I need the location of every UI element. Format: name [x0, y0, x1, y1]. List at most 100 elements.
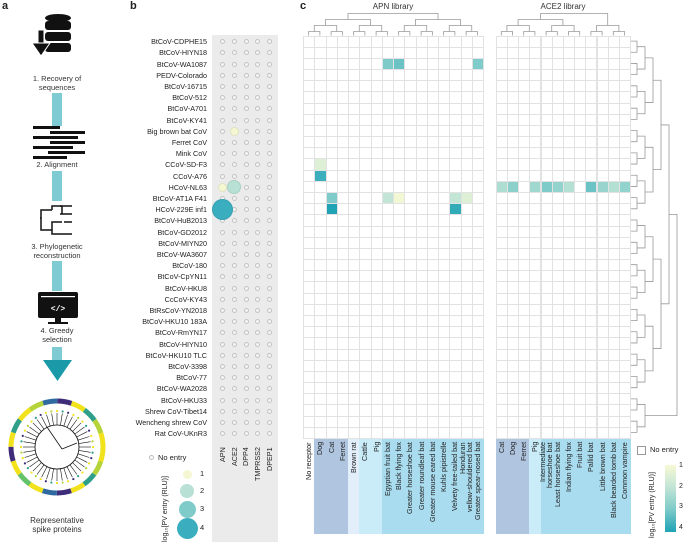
- column-label: Greater spear-nosed bat: [472, 441, 482, 521]
- column-label: Velvety free-tailed bat: [450, 441, 460, 512]
- column-label: Common vampire: [619, 441, 629, 499]
- no-entry-dot: [266, 140, 272, 145]
- row-dendrogram-branch: [637, 404, 646, 428]
- row-dendrogram-branch: [645, 325, 654, 372]
- virus-label: Shrew CoV-Tibet14: [144, 406, 207, 416]
- no-entry-dot: [255, 341, 261, 347]
- no-entry-dot: [255, 229, 261, 235]
- entry-dot: [218, 182, 228, 192]
- no-entry-dot: [266, 84, 272, 89]
- no-entry-dot: [266, 240, 272, 246]
- column-dendrogram-branch: [448, 25, 473, 32]
- no-entry-dot: [255, 184, 261, 190]
- no-entry-dot: [255, 252, 261, 257]
- virus-label: BtCoV-HKU33: [161, 395, 207, 405]
- no-entry-dot: [266, 72, 272, 78]
- column-label: Indian flying fox: [563, 441, 573, 492]
- no-entry-dot: [220, 285, 226, 291]
- colorbar-tick-label: 1: [679, 462, 683, 469]
- no-entry-dot: [231, 196, 237, 201]
- row-dendrogram-branch: [631, 85, 638, 98]
- virus-label: BtCoV-CpYN11: [157, 272, 207, 282]
- no-entry-dot: [231, 229, 237, 235]
- column-dendrogram-branch: [551, 25, 575, 32]
- no-entry-dot: [231, 364, 237, 369]
- colorbar-title: log₁₀[PV entry (RLU)]: [649, 472, 656, 538]
- heatmap-cell: [618, 426, 632, 439]
- no-entry-dot: [231, 117, 237, 123]
- column-label: Cat: [496, 441, 506, 454]
- no-entry-dot: [220, 420, 226, 425]
- no-entry-dot: [255, 397, 261, 403]
- no-entry-dot: [243, 196, 249, 201]
- column-dendrogram-branch: [358, 25, 383, 32]
- no-entry-dot: [255, 431, 261, 437]
- no-entry-dot: [255, 117, 261, 123]
- no-entry-dot: [231, 162, 237, 168]
- no-entry-dot: [220, 229, 226, 235]
- no-entry-dot: [231, 50, 237, 56]
- circular-tree-icon: [8, 398, 106, 496]
- legend-size-label: 1: [200, 469, 205, 478]
- virus-label: BtCoV-WA2028: [156, 384, 207, 394]
- legend-size-dot: [180, 484, 194, 498]
- no-entry-dot: [243, 364, 249, 369]
- row-dendrogram-branch: [631, 219, 638, 232]
- row-dendrogram-branch: [631, 376, 638, 389]
- no-entry-dot: [266, 408, 272, 414]
- legend-size-dot: [182, 469, 192, 479]
- no-entry-dot: [220, 330, 226, 336]
- tree-ring-segment: [8, 398, 106, 496]
- no-entry-dot: [243, 352, 249, 358]
- workflow-step-4: 4. Greedy selection: [40, 326, 74, 344]
- no-entry-dot: [231, 408, 237, 414]
- no-entry-dot: [220, 263, 226, 269]
- no-entry-dot: [243, 263, 249, 269]
- virus-label: BtCoV-HKU10 TLC: [145, 350, 207, 360]
- no-entry-dot: [220, 375, 226, 381]
- no-entry-dot: [255, 173, 261, 179]
- no-entry-dot: [266, 352, 272, 358]
- no-entry-dot: [266, 296, 272, 302]
- legend-size-dot: [178, 500, 196, 518]
- no-entry-dot: [255, 84, 261, 89]
- column-label: Ferret: [519, 441, 529, 462]
- no-entry-dot: [220, 95, 226, 101]
- no-entry-dot: [243, 375, 249, 381]
- no-entry-dot: [266, 308, 272, 313]
- column-label: Pig: [371, 441, 381, 453]
- no-entry-dot: [231, 218, 237, 224]
- row-dendrogram-branch: [653, 258, 662, 349]
- no-entry-dot: [266, 218, 272, 224]
- no-entry-dot: [220, 151, 226, 157]
- no-entry-dot: [266, 420, 272, 425]
- legend-size-label: 3: [200, 504, 205, 513]
- no-entry-dot: [255, 330, 261, 336]
- no-entry-dot: [266, 274, 272, 280]
- no-entry-dot: [266, 128, 272, 134]
- database-download-icon: [31, 14, 71, 57]
- no-entry-dot: [243, 252, 249, 257]
- no-entry-dot: [266, 106, 272, 112]
- row-dendrogram-branch: [645, 213, 678, 417]
- column-label: Kuhls pipistrelle: [439, 441, 449, 493]
- column-label: Cat: [326, 441, 336, 454]
- no-entry-dot: [243, 240, 249, 246]
- row-dendrogram-branch: [631, 420, 638, 433]
- workflow-step-1: 1. Recovery of sequences: [32, 74, 82, 92]
- no-entry-dot: [266, 341, 272, 347]
- no-entry-dot: [255, 218, 261, 224]
- virus-label: BtCoV-180: [172, 261, 207, 271]
- legend-size-dot: [176, 517, 198, 539]
- no-entry-dot: [243, 173, 249, 179]
- colorbar: [665, 465, 676, 532]
- no-entry-dot: [255, 196, 261, 201]
- no-entry-dot: [266, 39, 272, 45]
- no-entry-dot: [220, 352, 226, 358]
- no-entry-dot: [231, 274, 237, 280]
- virus-label: BtCoV-HKU8: [165, 283, 207, 293]
- column-dendrogram-branch: [506, 25, 530, 32]
- no-entry-dot: [243, 117, 249, 123]
- no-entry-dot: [220, 308, 226, 313]
- no-entry-dot: [255, 408, 261, 414]
